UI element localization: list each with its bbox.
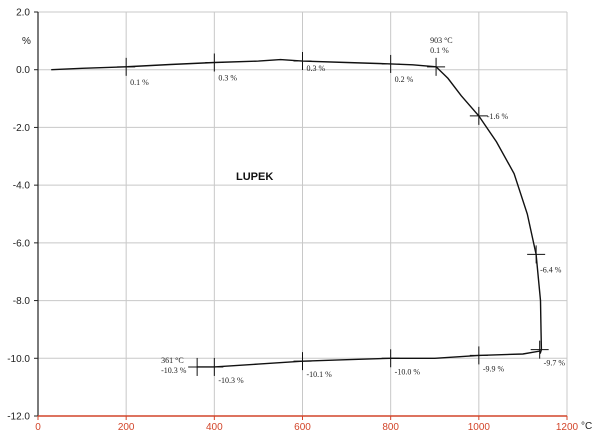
x-tick-label: 1200	[556, 422, 579, 433]
x-axis-label: °C	[581, 421, 592, 432]
data-label: 0.1 %	[130, 78, 149, 87]
series-line	[51, 58, 543, 368]
data-label: -10.0 %	[395, 367, 421, 376]
data-label: -10.1 %	[307, 370, 333, 379]
markers: 0.1 % 0.3 % 0.3 % 0.2 % 903 °C 0.1 % -1.6 % -6.…	[117, 36, 565, 385]
data-label: 0.3 %	[218, 74, 237, 83]
y-tick-label: -6.0	[13, 238, 31, 249]
tick-labels: 0 200 400 600 800 1000 1200 2.0 0.0 -2.0 -4.0 -6.0 -…	[7, 8, 578, 434]
x-tick-label: 200	[118, 422, 135, 433]
data-label: -10.3 %	[218, 376, 244, 385]
data-label: -1.6 %	[487, 112, 509, 121]
y-tick-label: -10.0	[7, 354, 30, 365]
data-label: 0.3 %	[307, 64, 326, 73]
data-label: 903 °C 0.1 %	[430, 36, 453, 55]
data-label: 0.2 %	[395, 75, 414, 84]
x-tick-label: 1000	[468, 422, 491, 433]
data-label: 361 °C -10.3 %	[161, 356, 187, 375]
x-tick-label: 400	[206, 422, 223, 433]
y-axis-label: %	[22, 36, 31, 47]
y-tick-label: -2.0	[13, 123, 31, 134]
axes	[34, 11, 568, 420]
y-tick-label: -8.0	[13, 296, 31, 307]
y-tick-label: -12.0	[7, 412, 30, 423]
x-tick-label: 600	[294, 422, 311, 433]
y-tick-label: 0.0	[16, 65, 30, 76]
data-label: -9.9 %	[483, 364, 505, 373]
y-tick-label: 2.0	[16, 8, 30, 19]
x-tick-label: 800	[382, 422, 399, 433]
x-tick-label: 0	[35, 422, 41, 433]
data-label: -6.4 %	[540, 265, 562, 274]
chart-title: LUPEK	[236, 171, 273, 183]
data-label: -9.7 %	[544, 359, 566, 368]
y-tick-label: -4.0	[13, 181, 31, 192]
